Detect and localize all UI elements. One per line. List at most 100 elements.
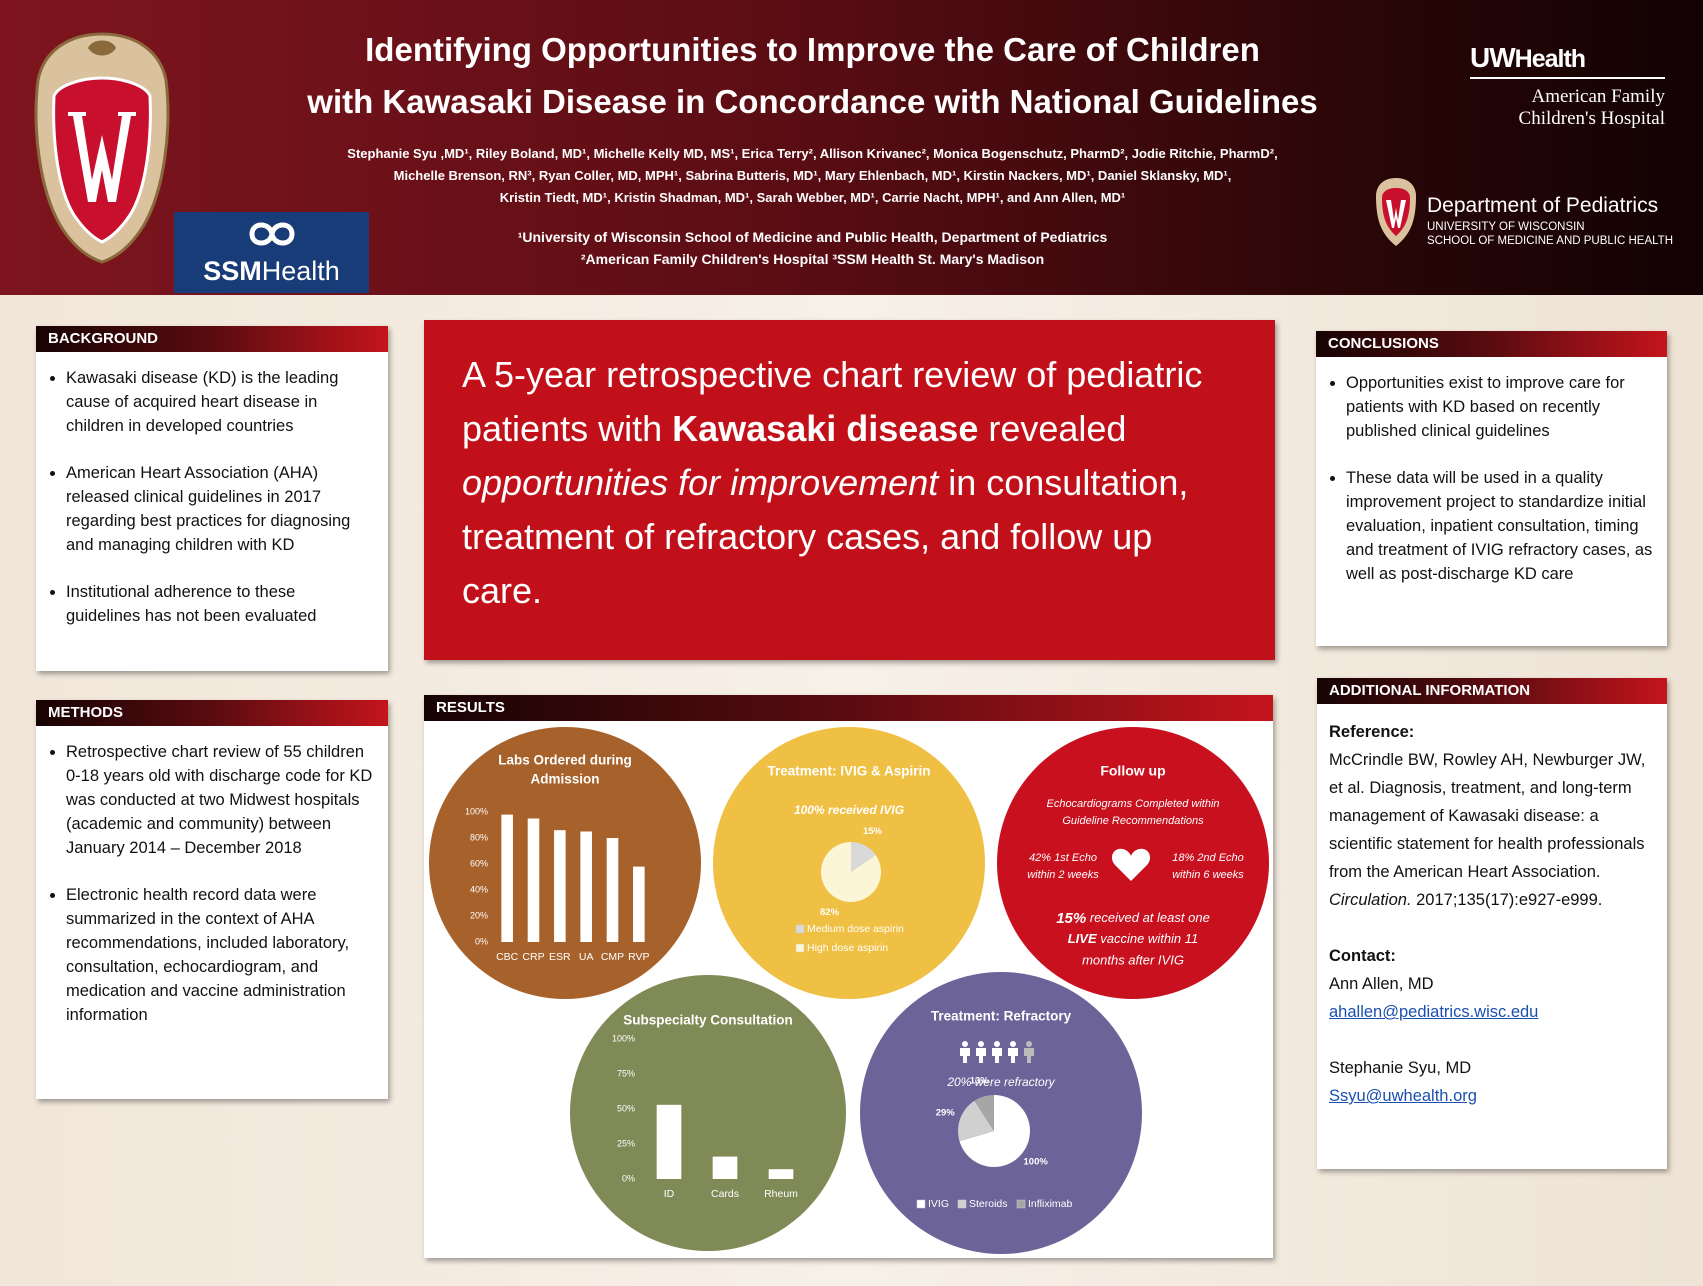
legend-label: IVIG (928, 1198, 949, 1210)
vaccine-bold: 15% (1056, 910, 1086, 927)
pie-slice (821, 842, 881, 902)
affiliation: ¹University of Wisconsin School of Medic… (517, 229, 1108, 245)
section-heading: RESULTS (424, 695, 1273, 721)
bar (580, 831, 592, 942)
person-icon (962, 1041, 968, 1047)
x-tick-label: UA (579, 951, 594, 963)
bullet: American Heart Association (AHA) release… (66, 461, 374, 557)
y-tick-label: 50% (617, 1103, 635, 1113)
ssm-bold: SSM (203, 256, 262, 286)
echo-text: within 6 weeks (1172, 869, 1244, 881)
echo-text: 18% 2nd Echo (1172, 852, 1244, 864)
title-line: with Kawasaki Disease in Concordance wit… (307, 83, 1318, 120)
vaccine-bold: LIVE (1068, 931, 1097, 946)
logo-rule (1470, 77, 1665, 79)
bar (501, 814, 513, 942)
pie-slice (958, 1100, 994, 1142)
legend-label: Medium dose aspirin (807, 923, 904, 935)
section-heading: BACKGROUND (36, 326, 388, 352)
follow-up: Follow up Echocardiograms Completed with… (1027, 763, 1244, 968)
chart-title: Treatment: Refractory (931, 1009, 1072, 1024)
x-tick-label: CMP (601, 951, 624, 963)
follow-up-title: Follow up (1100, 763, 1165, 779)
contact-name: Stephanie Syu, MD (1329, 1059, 1472, 1077)
pie-slice (959, 1095, 1030, 1167)
value-label: 13% (970, 1076, 990, 1087)
health: Health (1514, 45, 1586, 73)
pie-slice (974, 1095, 994, 1131)
email-link[interactable]: ahallen@pediatrics.wisc.edu (1329, 1003, 1539, 1021)
statement-text: revealed (978, 408, 1127, 449)
bar (656, 1104, 682, 1179)
value-label: 29% (936, 1107, 956, 1118)
value-label: 15% (863, 826, 883, 837)
follow-up-subtitle: Echocardiograms Completed within (1046, 798, 1219, 810)
ssm-mark (249, 222, 295, 246)
y-tick-label: 0% (622, 1173, 635, 1183)
x-tick-label: Rheum (764, 1188, 798, 1200)
y-tick-label: 80% (470, 832, 488, 842)
dept-name: Department of Pediatrics (1427, 194, 1659, 217)
person-icon (960, 1048, 970, 1063)
label: Reference: (1329, 723, 1415, 741)
x-tick-label: CBC (496, 951, 519, 963)
chart-title: Treatment: IVIG & Aspirin (767, 764, 930, 779)
legend-swatch (1016, 1199, 1026, 1209)
legend-label: High dose aspirin (807, 942, 888, 954)
bullet: Retrospective chart review of 55 childre… (66, 740, 374, 860)
person-icon (978, 1041, 984, 1047)
section-heading: METHODS (36, 700, 388, 726)
person-icon (976, 1048, 986, 1063)
background-panel: BACKGROUND Kawasaki disease (KD) is the … (36, 326, 388, 671)
uw: UW (1470, 42, 1516, 73)
hospital-logo: American Family Children's Hospital (1480, 86, 1665, 130)
author-line: Kristin Tiedt, MD¹, Kristin Shadman, MD¹… (499, 190, 1126, 205)
value-label: 100% (1024, 1157, 1049, 1168)
statement-italic: opportunities for improvement (462, 462, 939, 503)
y-tick-label: 100% (612, 1033, 635, 1043)
affiliation: ²American Family Children's Hospital ³SS… (580, 251, 1045, 267)
statement-bold: Kawasaki disease (672, 408, 979, 449)
title-line: Identifying Opportunities to Improve the… (365, 31, 1260, 68)
vaccine-text: vaccine within 11 (1097, 931, 1199, 946)
y-tick-label: 40% (470, 884, 488, 894)
bullet: These data will be used in a quality imp… (1346, 466, 1653, 586)
reference-journal: Circulation. (1329, 891, 1412, 909)
additional-panel: ADDITIONAL INFORMATION Reference: McCrin… (1317, 678, 1667, 1169)
person-icon (1026, 1041, 1032, 1047)
reference-text: 2017;135(17):e927-e999. (1411, 891, 1603, 909)
authors: Stephanie Syu ,MD¹, Riley Boland, MD¹, M… (230, 143, 1395, 209)
email-link[interactable]: Ssyu@uwhealth.org (1329, 1087, 1477, 1105)
bar (527, 818, 540, 942)
value-label: 82% (820, 907, 840, 918)
ssm-light: Health (261, 256, 340, 286)
bullet: Institutional adherence to these guideli… (66, 580, 374, 628)
echo-text: within 2 weeks (1027, 869, 1099, 881)
echo-text: 42% 1st Echo (1029, 852, 1097, 864)
dept-university: UNIVERSITY OF WISCONSIN (1427, 221, 1585, 233)
bullet: Kawasaki disease (KD) is the leading cau… (66, 366, 374, 438)
ssm-wordmark: SSMHealth (174, 256, 369, 287)
hospital-line: American Family (1531, 86, 1666, 107)
heart-icon (1111, 848, 1151, 881)
chart-subtitle: 20% were refractory (946, 1075, 1055, 1089)
dept-logo: Department of Pediatrics UNIVERSITY OF W… (1427, 194, 1673, 247)
bullet: Electronic health record data were summa… (66, 883, 374, 1027)
author-line: Stephanie Syu ,MD¹, Riley Boland, MD¹, M… (347, 146, 1278, 161)
y-tick-label: 25% (617, 1138, 635, 1148)
chart-title: Labs Ordered during (498, 753, 632, 768)
chart-title: Subspecialty Consultation (623, 1013, 793, 1028)
follow-up-subtitle: Guideline Recommendations (1062, 815, 1204, 827)
contact-name: Ann Allen, MD (1329, 975, 1434, 993)
person-icon (1010, 1041, 1016, 1047)
y-tick-label: 0% (475, 936, 488, 946)
key-statement: A 5-year retrospective chart review of p… (424, 320, 1275, 660)
x-tick-label: ESR (549, 951, 571, 963)
author-line: Michelle Brenson, RN³, Ryan Coller, MD, … (393, 168, 1232, 183)
x-tick-label: RVP (628, 951, 649, 963)
x-tick-label: Cards (711, 1188, 739, 1200)
legend-label: Steroids (969, 1198, 1008, 1210)
bar (554, 830, 566, 942)
vaccine-text: months after IVIG (1082, 952, 1184, 967)
